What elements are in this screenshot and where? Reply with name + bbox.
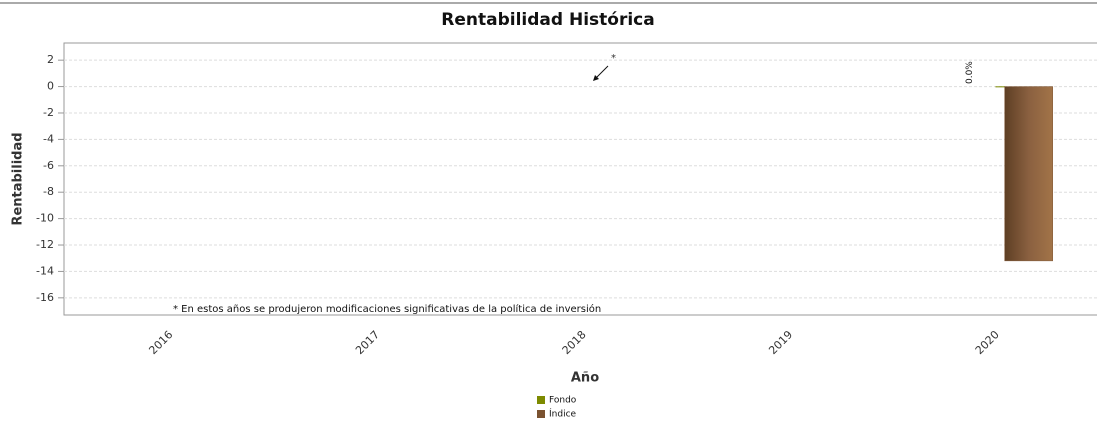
y-tick-label: -10 [36, 212, 54, 225]
legend-swatch [537, 410, 545, 418]
y-tick-label: -12 [36, 238, 54, 251]
y-tick-label: -2 [43, 106, 54, 119]
y-tick-label: -8 [43, 185, 54, 198]
legend-label: Fondo [549, 396, 577, 406]
x-tick-label: 2017 [353, 328, 382, 357]
y-tick-label: -14 [36, 264, 54, 277]
plot-frame [63, 42, 1097, 316]
legend-label: Índice [549, 408, 577, 420]
y-tick-label: -16 [36, 291, 54, 304]
x-tick-label: 2016 [146, 328, 175, 357]
y-axis-label: Rentabilidad [11, 132, 26, 225]
y-tick-label: -6 [43, 159, 54, 172]
legend-swatch [537, 396, 545, 404]
x-tick-label: 2018 [560, 328, 589, 357]
annotation-arrowhead [593, 75, 599, 81]
x-axis-label: Año [571, 371, 599, 386]
bar [995, 86, 1005, 88]
y-tick-label: -4 [43, 132, 54, 145]
x-tick-label: 2020 [973, 328, 1002, 357]
bar [1004, 86, 1053, 262]
annotation-marker: * [611, 53, 616, 64]
x-tick-label: 2019 [766, 328, 795, 357]
footnote: * En estos años se produjeron modificaci… [173, 303, 601, 315]
chart-title: Rentabilidad Histórica [441, 10, 654, 30]
y-tick-label: 0 [47, 80, 54, 93]
annotation-arrow [594, 65, 609, 80]
y-tick-label: 2 [47, 53, 54, 66]
value-label: 0.0% [965, 61, 975, 84]
